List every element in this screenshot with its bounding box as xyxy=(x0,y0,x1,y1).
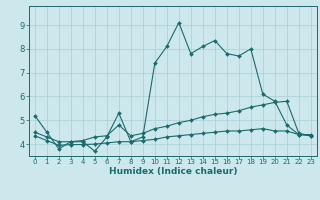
X-axis label: Humidex (Indice chaleur): Humidex (Indice chaleur) xyxy=(108,167,237,176)
